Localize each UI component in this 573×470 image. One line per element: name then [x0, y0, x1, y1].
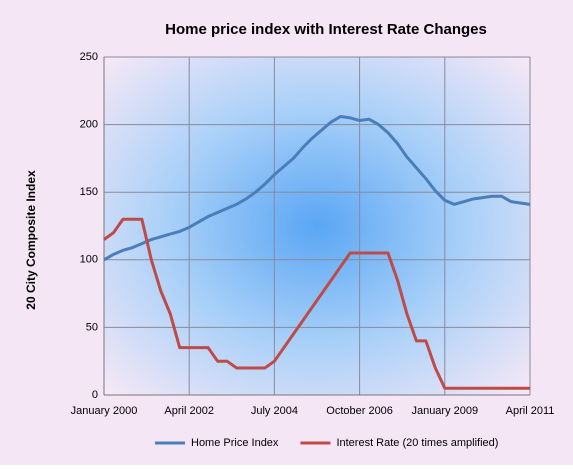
x-tick-label: January 2000	[71, 405, 138, 417]
y-tick-label: 100	[80, 254, 98, 266]
series-line	[103, 114, 531, 262]
y-tick-label: 50	[86, 321, 98, 333]
x-tick-label: April 2002	[164, 405, 214, 417]
legend-label: Interest Rate (20 times amplified)	[336, 437, 498, 449]
x-tick-label: July 2004	[251, 405, 298, 417]
y-tick-label: 250	[80, 51, 98, 63]
x-tick-label: October 2006	[326, 405, 393, 417]
y-tick-label: 200	[80, 119, 98, 131]
series-line	[103, 217, 530, 390]
y-axis-label: 20 City Composite Index	[24, 170, 38, 310]
plot-area	[104, 57, 530, 395]
y-tick-label: 0	[92, 389, 98, 401]
chart-title: Home price index with Interest Rate Chan…	[165, 21, 487, 38]
x-tick-label: April 2011	[506, 405, 555, 417]
y-tick-label: 150	[80, 186, 98, 198]
x-tick-label: January 2009	[411, 405, 478, 417]
legend-label: Home Price Index	[191, 437, 279, 449]
